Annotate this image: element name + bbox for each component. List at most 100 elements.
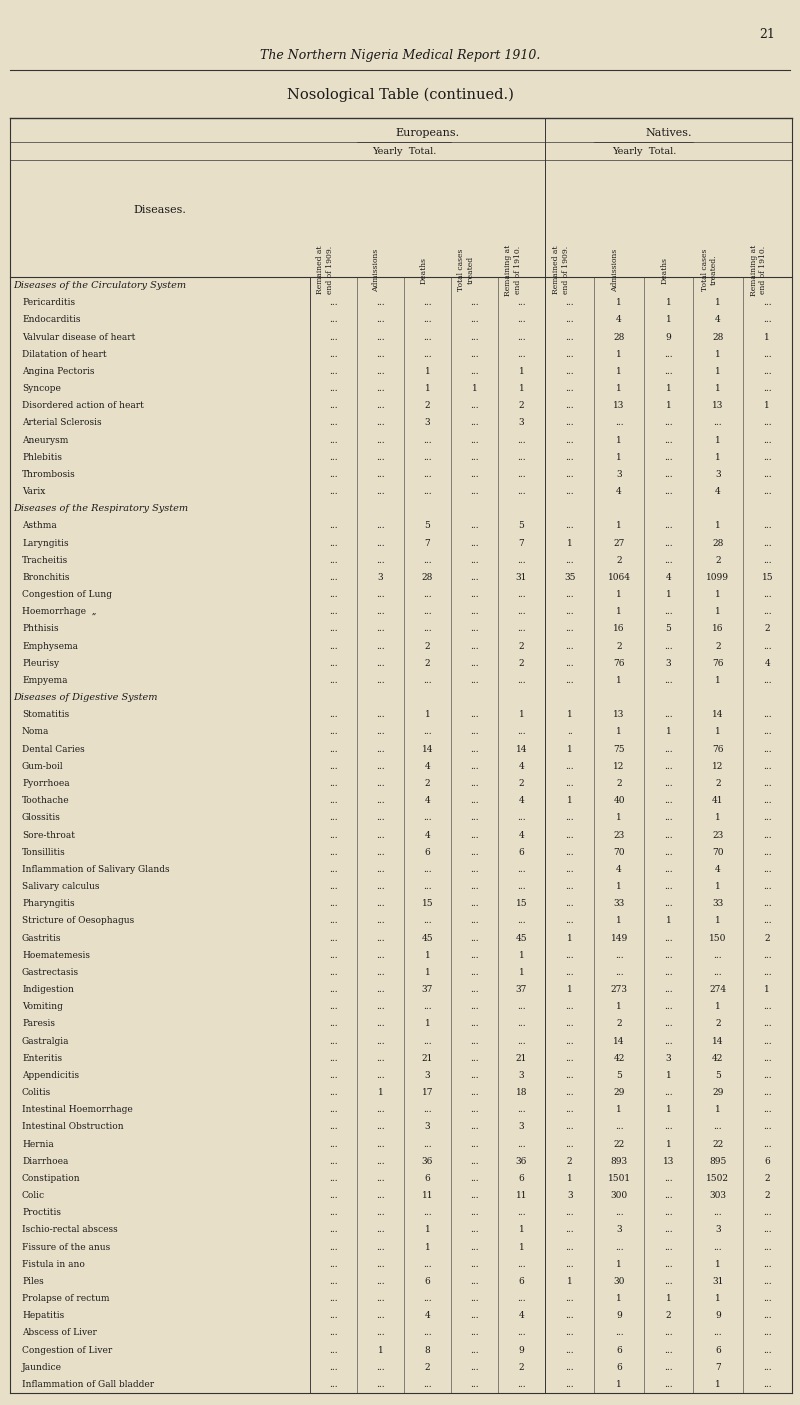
Text: ...: ... — [470, 676, 479, 686]
Text: Colic: Colic — [22, 1191, 45, 1200]
Text: ...: ... — [763, 488, 772, 496]
Text: ...: ... — [376, 916, 385, 926]
Text: ...: ... — [763, 384, 772, 393]
Text: ...: ... — [329, 333, 338, 341]
Text: ...: ... — [470, 402, 479, 410]
Text: Inflammation of Gall bladder: Inflammation of Gall bladder — [22, 1380, 154, 1390]
Text: ...: ... — [329, 298, 338, 308]
Text: ...: ... — [376, 813, 385, 822]
Text: ...: ... — [376, 1156, 385, 1166]
Text: ...: ... — [470, 1156, 479, 1166]
Text: ...: ... — [664, 865, 673, 874]
Text: 15: 15 — [422, 899, 434, 908]
Text: ...: ... — [470, 556, 479, 565]
Text: ...: ... — [566, 1087, 574, 1097]
Text: ...: ... — [470, 882, 479, 891]
Text: ...: ... — [517, 1106, 526, 1114]
Text: 1: 1 — [666, 316, 671, 325]
Text: ...: ... — [664, 419, 673, 427]
Text: ...: ... — [763, 367, 772, 377]
Text: ...: ... — [423, 1380, 432, 1390]
Text: Intestinal Obstruction: Intestinal Obstruction — [22, 1123, 124, 1131]
Text: ...: ... — [763, 419, 772, 427]
Text: ...: ... — [714, 1328, 722, 1338]
Text: 2: 2 — [666, 1311, 671, 1321]
Text: 1: 1 — [666, 728, 671, 736]
Text: 1: 1 — [715, 367, 721, 377]
Text: ...: ... — [423, 1208, 432, 1217]
Text: 13: 13 — [712, 402, 723, 410]
Text: ...: ... — [376, 1002, 385, 1012]
Text: ...: ... — [517, 590, 526, 599]
Text: ...: ... — [470, 333, 479, 341]
Text: 1: 1 — [715, 882, 721, 891]
Text: 4: 4 — [616, 865, 622, 874]
Text: 1: 1 — [378, 1087, 383, 1097]
Text: 16: 16 — [712, 624, 724, 634]
Text: 7: 7 — [425, 538, 430, 548]
Text: ...: ... — [763, 882, 772, 891]
Text: ...: ... — [376, 333, 385, 341]
Text: 893: 893 — [610, 1156, 628, 1166]
Text: ...: ... — [423, 1139, 432, 1148]
Text: ...: ... — [470, 659, 479, 667]
Text: 4: 4 — [616, 488, 622, 496]
Text: ...: ... — [664, 1225, 673, 1235]
Text: 1: 1 — [616, 1002, 622, 1012]
Text: ...: ... — [423, 436, 432, 444]
Text: ...: ... — [470, 316, 479, 325]
Text: 23: 23 — [712, 830, 723, 840]
Text: 895: 895 — [710, 1156, 726, 1166]
Text: ...: ... — [329, 367, 338, 377]
Text: ...: ... — [664, 1328, 673, 1338]
Text: ...: ... — [664, 1123, 673, 1131]
Text: ...: ... — [423, 1002, 432, 1012]
Text: ...: ... — [376, 797, 385, 805]
Text: 1: 1 — [518, 1242, 524, 1252]
Text: ...: ... — [423, 916, 432, 926]
Text: 17: 17 — [422, 1087, 434, 1097]
Text: 1: 1 — [715, 916, 721, 926]
Text: 1: 1 — [616, 882, 622, 891]
Text: ...: ... — [714, 968, 722, 976]
Text: ...: ... — [566, 1106, 574, 1114]
Text: ...: ... — [664, 882, 673, 891]
Text: ...: ... — [566, 607, 574, 617]
Text: ...: ... — [566, 1242, 574, 1252]
Text: ...: ... — [329, 573, 338, 582]
Text: 1: 1 — [715, 521, 721, 531]
Text: ...: ... — [566, 1311, 574, 1321]
Text: ...: ... — [763, 1087, 772, 1097]
Text: ...: ... — [470, 1087, 479, 1097]
Text: ...: ... — [664, 1277, 673, 1286]
Text: ...: ... — [376, 1363, 385, 1371]
Text: ...: ... — [664, 1191, 673, 1200]
Text: Pericarditis: Pericarditis — [22, 298, 75, 308]
Text: 5: 5 — [616, 1071, 622, 1080]
Text: ...: ... — [664, 1175, 673, 1183]
Text: ...: ... — [470, 642, 479, 651]
Text: ...: ... — [517, 452, 526, 462]
Text: ...: ... — [376, 1123, 385, 1131]
Text: 4: 4 — [518, 797, 524, 805]
Text: ...: ... — [329, 847, 338, 857]
Text: 1: 1 — [715, 813, 721, 822]
Text: 1: 1 — [425, 384, 430, 393]
Text: 1: 1 — [616, 298, 622, 308]
Text: ...: ... — [763, 1208, 772, 1217]
Text: 2: 2 — [715, 556, 721, 565]
Text: ...: ... — [470, 916, 479, 926]
Text: 2: 2 — [765, 933, 770, 943]
Text: 29: 29 — [614, 1087, 625, 1097]
Text: ...: ... — [329, 1346, 338, 1354]
Text: ...: ... — [664, 521, 673, 531]
Text: ...: ... — [566, 642, 574, 651]
Text: 28: 28 — [712, 538, 723, 548]
Text: ...: ... — [566, 899, 574, 908]
Text: 1: 1 — [518, 367, 524, 377]
Text: 1: 1 — [616, 728, 622, 736]
Text: ...: ... — [664, 1260, 673, 1269]
Text: ...: ... — [763, 452, 772, 462]
Text: Diseases of the Circulatory System: Diseases of the Circulatory System — [13, 281, 186, 289]
Text: ...: ... — [376, 711, 385, 719]
